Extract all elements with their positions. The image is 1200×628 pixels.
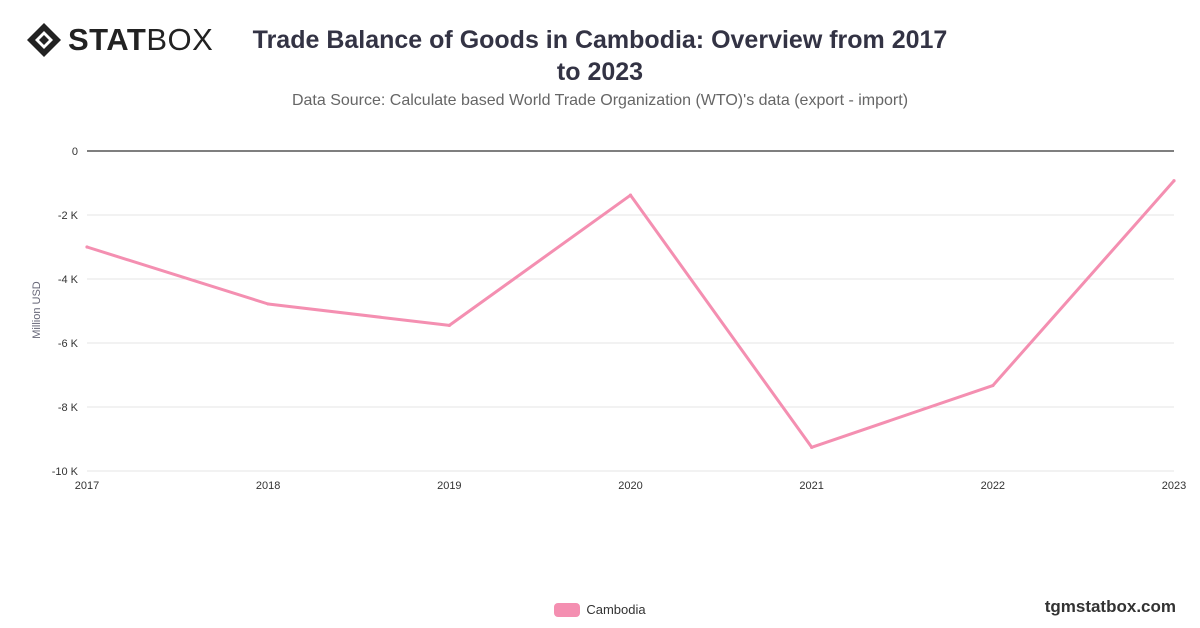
y-tick-labels: 0 -2 K -4 K -6 K -8 K -10 K: [52, 146, 79, 478]
legend-label-cambodia: Cambodia: [586, 602, 646, 617]
brand-name-bold: STAT: [68, 22, 147, 57]
chart-title: Trade Balance of Goods in Cambodia: Over…: [252, 26, 948, 86]
brand-logo: STATBOX: [26, 22, 213, 58]
x-tick-label: 2021: [799, 480, 823, 492]
data-point[interactable]: [266, 302, 270, 306]
x-tick-label: 2023: [1162, 480, 1186, 492]
x-tick-label: 2022: [981, 480, 1005, 492]
data-point[interactable]: [991, 383, 995, 388]
brand-name: STATBOX: [68, 22, 213, 58]
diamond-logo-icon: [27, 23, 61, 57]
y-tick-label: -6 K: [58, 338, 79, 350]
y-tick-label: -2 K: [58, 210, 79, 222]
y-axis-label: Million USD: [31, 281, 43, 339]
legend[interactable]: Cambodia: [0, 602, 1200, 617]
y-tick-label: -4 K: [58, 274, 79, 286]
x-tick-label: 2019: [437, 480, 461, 492]
series-lines: [85, 179, 1176, 449]
grid-lines: [87, 150, 1174, 472]
x-tick-label: 2020: [618, 480, 642, 492]
data-point[interactable]: [1172, 179, 1176, 183]
y-tick-label: -8 K: [58, 402, 79, 414]
x-tick-labels: 2017 2018 2019 2020 2021 2022 2023: [75, 480, 1186, 492]
data-point[interactable]: [447, 323, 451, 327]
y-tick-label: -10 K: [52, 466, 79, 478]
data-point[interactable]: [810, 445, 814, 449]
legend-swatch-cambodia: [554, 602, 581, 617]
brand-name-light: BOX: [146, 22, 214, 57]
x-tick-label: 2018: [256, 480, 280, 492]
y-tick-label: 0: [72, 146, 78, 158]
chart-subtitle: Data Source: Calculate based World Trade…: [291, 92, 909, 109]
data-point[interactable]: [628, 193, 633, 197]
data-point[interactable]: [85, 245, 89, 249]
watermark: tgmstatbox.com: [1044, 597, 1176, 616]
x-tick-label: 2017: [75, 480, 99, 492]
